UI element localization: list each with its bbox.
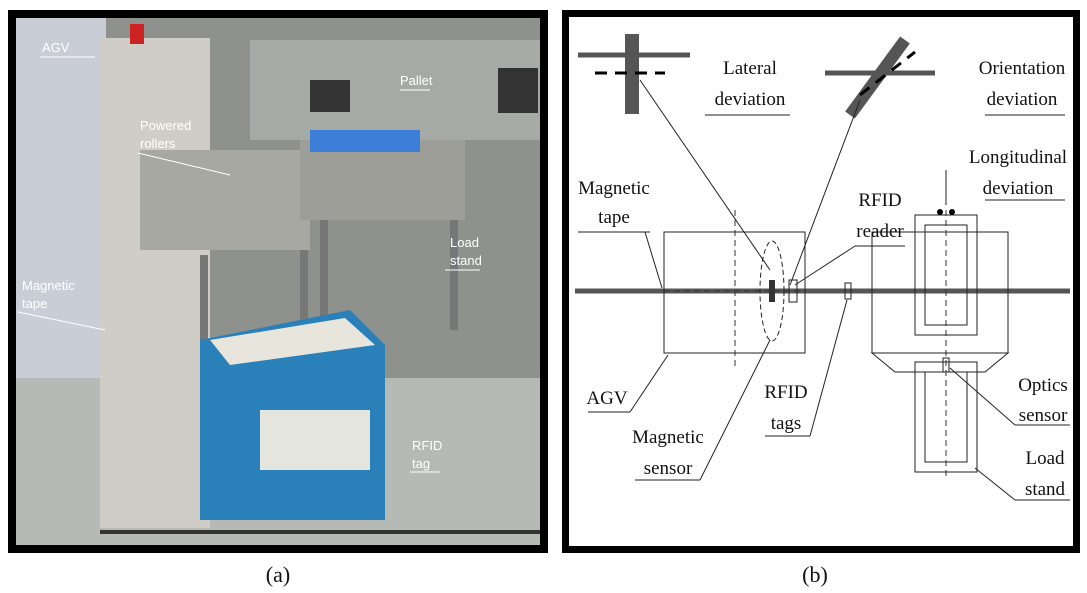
label-line: Magnetic xyxy=(578,178,650,199)
caption: (a) xyxy=(266,562,290,587)
diagram-label: AGV xyxy=(586,388,627,409)
label-line: Load xyxy=(1025,448,1065,469)
photo-label: AGV xyxy=(42,40,70,55)
photo-panel: AGV Powered rollers Pallet Load stand Magn… xyxy=(8,10,548,553)
label-line: sensor xyxy=(1019,405,1068,426)
label-line: AGV xyxy=(42,40,70,55)
label-line: deviation xyxy=(715,89,786,110)
label-line: stand xyxy=(450,253,482,268)
label-line: tag xyxy=(412,456,430,471)
label-line: tags xyxy=(771,413,802,434)
label-line: deviation xyxy=(987,89,1058,110)
figure: AGV Powered rollers Pallet Load stand Magn… xyxy=(0,0,1087,593)
caption: (b) xyxy=(802,562,828,587)
label-line: deviation xyxy=(983,178,1054,199)
label-line: tape xyxy=(22,296,47,311)
label-line: Powered xyxy=(140,118,191,133)
label-line: Pallet xyxy=(400,73,433,88)
label-line: AGV xyxy=(586,388,627,409)
label-line: Magnetic xyxy=(632,427,704,448)
photo-label: Pallet xyxy=(400,73,433,88)
label-line: Lateral xyxy=(723,58,777,79)
label-line: Longitudinal xyxy=(969,147,1067,168)
label-line: RFID xyxy=(858,190,901,211)
label-line: sensor xyxy=(644,458,693,479)
label-line: RFID xyxy=(764,382,807,403)
label-line: Magnetic xyxy=(22,278,75,293)
label-line: RFID xyxy=(412,438,442,453)
diagram-panel: Lateral deviation Orientation deviation Lo… xyxy=(562,10,1080,553)
label-line: Orientation xyxy=(979,58,1066,79)
label-line: Optics xyxy=(1018,375,1068,396)
label-line: tape xyxy=(598,207,630,228)
label-line: rollers xyxy=(140,136,176,151)
label-line: reader xyxy=(856,221,904,242)
label-line: Load xyxy=(450,235,479,250)
label-line: stand xyxy=(1025,479,1066,500)
